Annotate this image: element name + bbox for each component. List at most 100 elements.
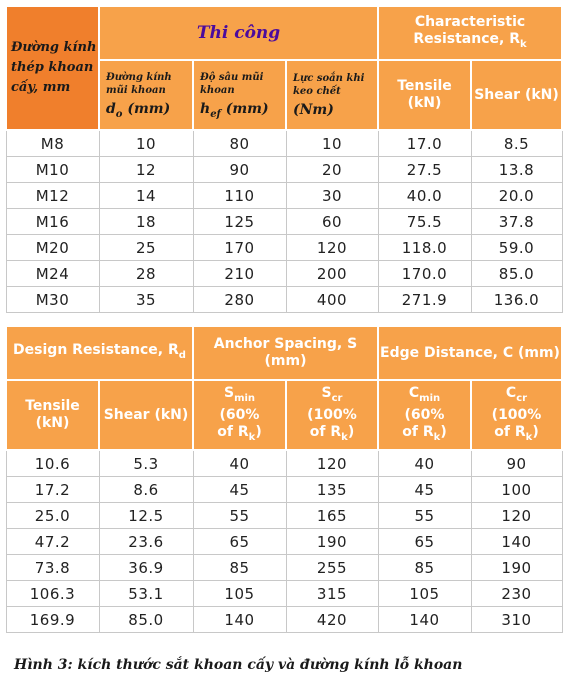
table-cell: 37.8: [470, 208, 563, 235]
table-cell: 10: [98, 129, 194, 157]
table-cell: 13.8: [470, 156, 563, 183]
table-cell: 125: [192, 208, 287, 235]
table-cell: 210: [192, 260, 287, 287]
table-row: 47.2 23.6 65 190 65 140: [5, 528, 563, 555]
table-cell: 85: [377, 554, 472, 581]
table-cell: 27.5: [377, 156, 472, 183]
table1-body: M8 10 80 10 17.0 8.5 M10 12 90 20 27.5 13.8 M12 14 110…: [5, 129, 563, 313]
table-cell: 17.2: [5, 476, 100, 503]
table-row: 25.0 12.5 55 165 55 120: [5, 502, 563, 529]
table-cell: 420: [285, 606, 379, 633]
header-tensile: Tensile (kN): [377, 59, 472, 131]
figure-caption: Hình 3: kích thước sắt khoan cấy và đườn…: [14, 657, 463, 673]
table-cell: 30: [285, 182, 379, 209]
table-cell: 28: [98, 260, 194, 287]
header-characteristic-resistance: Characteristic Resistance, Rk: [377, 5, 563, 61]
table-row: 106.3 53.1 105 315 105 230: [5, 580, 563, 607]
table2-body: 10.6 5.3 40 120 40 90 17.2 8.6 45 135 45 100 25.0 12.…: [5, 449, 563, 633]
header-drill-depth: Độ sâu mũi khoan hef (mm): [192, 59, 287, 131]
table-cell: 75.5: [377, 208, 472, 235]
header-shear: Shear (kN): [470, 59, 563, 131]
table-cell: 65: [192, 528, 287, 555]
table-row: M10 12 90 20 27.5 13.8: [5, 156, 563, 183]
table-cell: 55: [192, 502, 287, 529]
table-cell: 36.9: [98, 554, 194, 581]
header-design-tensile: Tensile (kN): [5, 379, 100, 451]
table-cell: M12: [5, 182, 100, 209]
table-cell: 140: [377, 606, 472, 633]
table-cell: 90: [470, 449, 563, 477]
table-cell: 120: [470, 502, 563, 529]
table-cell: 8.6: [98, 476, 194, 503]
table-row: M24 28 210 200 170.0 85.0: [5, 260, 563, 287]
table-row: M30 35 280 400 271.9 136.0: [5, 286, 563, 313]
table-row: M12 14 110 30 40.0 20.0: [5, 182, 563, 209]
table-cell: 73.8: [5, 554, 100, 581]
table-cell: 80: [192, 129, 287, 157]
table-cell: 40: [377, 449, 472, 477]
table-cell: 45: [377, 476, 472, 503]
table-cell: 165: [285, 502, 379, 529]
table-cell: 12.5: [98, 502, 194, 529]
table-cell: 35: [98, 286, 194, 313]
table-cell: 90: [192, 156, 287, 183]
table-cell: 55: [377, 502, 472, 529]
table-row: 169.9 85.0 140 420 140 310: [5, 606, 563, 633]
table-cell: M10: [5, 156, 100, 183]
design-resistance-table: Design Resistance, Rd Anchor Spacing, S …: [5, 325, 563, 633]
table-cell: 59.0: [470, 234, 563, 261]
table-cell: 135: [285, 476, 379, 503]
table-cell: 25.0: [5, 502, 100, 529]
header-c-min: Cmin (60% of Rk): [377, 379, 472, 451]
header-design-shear: Shear (kN): [98, 379, 194, 451]
table-cell: 40: [192, 449, 287, 477]
table-cell: M16: [5, 208, 100, 235]
table-cell: 23.6: [98, 528, 194, 555]
table-cell: 310: [470, 606, 563, 633]
header-s-cr: Scr (100% of Rk): [285, 379, 379, 451]
header-anchor-spacing: Anchor Spacing, S (mm): [192, 325, 379, 381]
table-cell: 106.3: [5, 580, 100, 607]
table-cell: 14: [98, 182, 194, 209]
table-cell: 85.0: [98, 606, 194, 633]
table-cell: 315: [285, 580, 379, 607]
table-row: M16 18 125 60 75.5 37.8: [5, 208, 563, 235]
table-cell: 105: [377, 580, 472, 607]
table-cell: 8.5: [470, 129, 563, 157]
table-cell: 12: [98, 156, 194, 183]
table-cell: 120: [285, 234, 379, 261]
table-cell: 200: [285, 260, 379, 287]
table-row: 73.8 36.9 85 255 85 190: [5, 554, 563, 581]
table-cell: 400: [285, 286, 379, 313]
table-cell: 65: [377, 528, 472, 555]
table-cell: M20: [5, 234, 100, 261]
header-rebar-diameter: Đường kính thép khoan cấy, mm: [5, 5, 100, 131]
table-cell: 140: [470, 528, 563, 555]
table-row: M8 10 80 10 17.0 8.5: [5, 129, 563, 157]
table-cell: 120: [285, 449, 379, 477]
table-cell: 60: [285, 208, 379, 235]
table-cell: 190: [285, 528, 379, 555]
table-cell: 255: [285, 554, 379, 581]
anchor-dimensions-table: Đường kính thép khoan cấy, mm Thi công C…: [5, 5, 563, 313]
table-cell: 20: [285, 156, 379, 183]
table-cell: 271.9: [377, 286, 472, 313]
table-cell: 118.0: [377, 234, 472, 261]
header-edge-distance: Edge Distance, C (mm): [377, 325, 563, 381]
table-cell: 230: [470, 580, 563, 607]
table-cell: 170: [192, 234, 287, 261]
table-cell: 136.0: [470, 286, 563, 313]
table-cell: 53.1: [98, 580, 194, 607]
table-cell: 10.6: [5, 449, 100, 477]
table-cell: M30: [5, 286, 100, 313]
table-cell: 105: [192, 580, 287, 607]
table-cell: 47.2: [5, 528, 100, 555]
table-cell: M24: [5, 260, 100, 287]
table-cell: 110: [192, 182, 287, 209]
header-drill-diameter: Đường kính mũi khoan do (mm): [98, 59, 194, 131]
table-cell: 170.0: [377, 260, 472, 287]
table-row: 17.2 8.6 45 135 45 100: [5, 476, 563, 503]
table-cell: 85: [192, 554, 287, 581]
table-cell: 100: [470, 476, 563, 503]
table-cell: 17.0: [377, 129, 472, 157]
